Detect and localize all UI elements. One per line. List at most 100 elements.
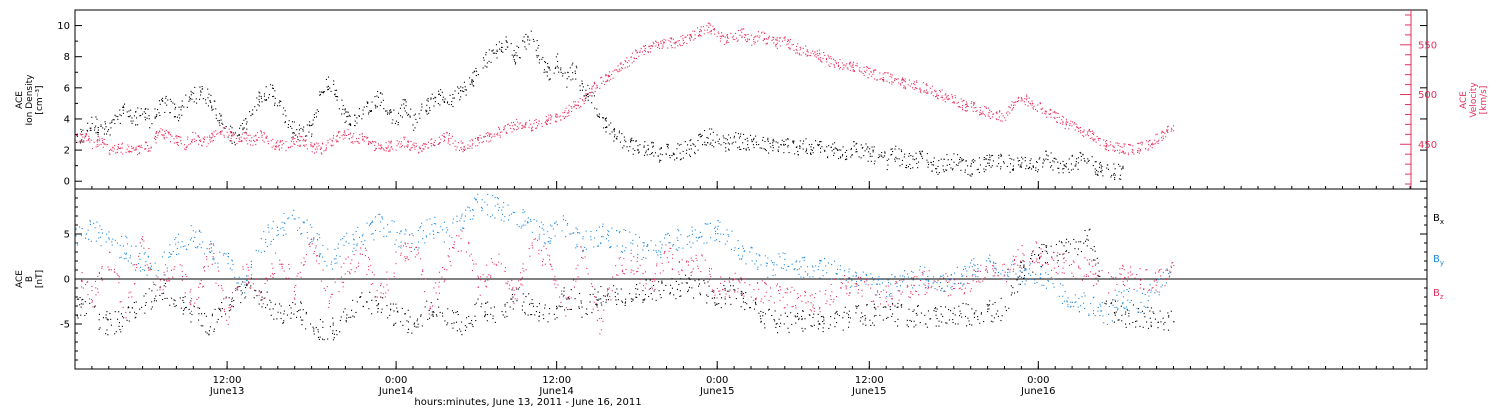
by-point — [198, 230, 200, 232]
density-point — [505, 36, 507, 38]
density-point — [837, 149, 839, 151]
bx-point — [173, 303, 175, 305]
bx-point — [1136, 320, 1138, 322]
density-point — [919, 150, 921, 152]
density-point — [1049, 161, 1051, 163]
velocity-point — [675, 41, 677, 43]
density-point — [523, 36, 525, 38]
density-point — [257, 104, 259, 106]
density-point — [910, 155, 912, 157]
velocity-point — [115, 152, 117, 154]
velocity-point — [316, 142, 318, 144]
density-point — [491, 50, 493, 52]
by-point — [888, 294, 890, 296]
density-point — [1053, 157, 1055, 159]
by-point — [76, 244, 78, 246]
by-point — [154, 262, 156, 264]
velocity-point — [199, 139, 201, 141]
velocity-point — [727, 41, 729, 43]
bx-point — [415, 326, 417, 328]
velocity-point — [941, 97, 943, 99]
density-point — [370, 110, 372, 112]
velocity-point — [916, 88, 918, 90]
velocity-point — [620, 63, 622, 65]
by-point — [757, 266, 759, 268]
velocity-point — [720, 38, 722, 40]
velocity-point — [1120, 151, 1122, 153]
velocity-point — [135, 148, 137, 150]
velocity-point — [936, 95, 938, 97]
density-point — [697, 149, 699, 151]
velocity-point — [313, 145, 315, 147]
velocity-point — [1000, 120, 1002, 122]
by-point — [333, 258, 335, 260]
by-point — [643, 245, 645, 247]
velocity-point — [1001, 120, 1003, 122]
density-point — [676, 148, 678, 150]
velocity-point — [617, 65, 619, 67]
bx-point — [915, 312, 917, 314]
density-point — [817, 145, 819, 147]
velocity-point — [210, 137, 212, 139]
velocity-point — [566, 115, 568, 117]
velocity-point — [599, 87, 601, 89]
by-point — [462, 227, 464, 229]
velocity-point — [431, 138, 433, 140]
velocity-point — [171, 135, 173, 137]
velocity-point — [311, 151, 313, 153]
bx-point — [1012, 287, 1014, 289]
density-point — [869, 155, 871, 157]
velocity-point — [118, 147, 120, 149]
density-point — [191, 92, 193, 94]
bx-point — [352, 315, 354, 317]
velocity-point — [163, 134, 165, 136]
bx-point — [954, 314, 956, 316]
bx-point — [218, 307, 220, 309]
density-point — [619, 141, 621, 143]
velocity-point — [727, 37, 729, 39]
by-point — [196, 247, 198, 249]
bx-point — [233, 300, 235, 302]
bx-point — [900, 304, 902, 306]
bx-point — [730, 303, 732, 305]
by-point — [678, 247, 680, 249]
by-point — [827, 262, 829, 264]
velocity-point — [162, 129, 164, 131]
bx-point — [426, 300, 428, 302]
bx-point — [983, 321, 985, 323]
density-axis-label: Ion Density — [25, 74, 35, 126]
velocity-point — [919, 88, 921, 90]
density-point — [704, 130, 706, 132]
by-point — [694, 229, 696, 231]
density-point — [252, 109, 254, 111]
bx-point — [836, 310, 838, 312]
by-point — [870, 273, 872, 275]
by-point — [463, 220, 465, 222]
bx-point — [1112, 299, 1114, 301]
density-point — [109, 122, 111, 124]
velocity-point — [425, 143, 427, 145]
velocity-point — [270, 140, 272, 142]
by-point — [449, 235, 451, 237]
bx-point — [864, 319, 866, 321]
velocity-point — [905, 87, 907, 89]
density-point — [224, 127, 226, 129]
velocity-point — [484, 135, 486, 137]
by-point — [456, 221, 458, 223]
density-point — [616, 136, 618, 138]
density-point — [1019, 160, 1021, 162]
density-point — [278, 102, 280, 104]
velocity-point — [1070, 120, 1072, 122]
velocity-point — [155, 139, 157, 141]
velocity-point — [608, 75, 610, 77]
velocity-point — [891, 81, 893, 83]
bx-point — [528, 293, 530, 295]
velocity-point — [626, 66, 628, 68]
density-point — [704, 141, 706, 143]
velocity-point — [912, 87, 914, 89]
by-point — [420, 226, 422, 228]
velocity-point — [256, 140, 258, 142]
by-point — [139, 258, 141, 260]
by-point — [357, 226, 359, 228]
by-point — [710, 237, 712, 239]
